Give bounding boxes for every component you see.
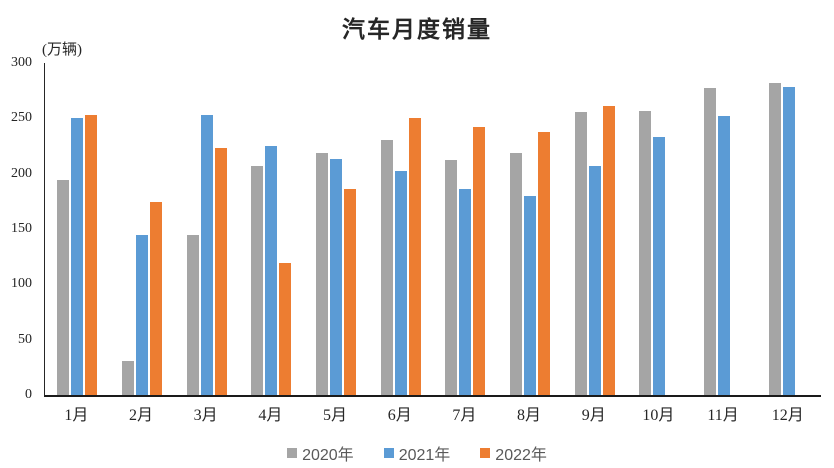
legend-item-label: 2020年 — [302, 447, 354, 464]
x-axis-label-6月: 6月 — [387, 407, 412, 424]
legend: 2020年 2021年 2022年 — [0, 441, 834, 465]
bar-2022年-6月 — [408, 118, 421, 395]
legend-swatch-icon — [480, 448, 491, 458]
y-axis-tick-label: 0 — [25, 387, 32, 402]
y-axis-tick-label: 200 — [11, 165, 32, 181]
bar-2021年-5月 — [330, 159, 343, 395]
bar-2022年-3月 — [214, 148, 227, 395]
bar-group-9月 — [562, 63, 627, 395]
legend-item-2020年: 2020年 — [287, 441, 354, 465]
bar-2021年-3月 — [200, 115, 213, 395]
y-axis-tick-label: 50 — [18, 331, 32, 347]
x-axis-label-2月: 2月 — [129, 407, 154, 424]
bar-2022年-7月 — [473, 127, 486, 395]
bar-2020年-7月 — [445, 160, 458, 395]
bar-2022年-2月 — [150, 202, 162, 395]
y-axis-tick-labels: 0 50 100 150 200 250 300 — [0, 55, 38, 402]
bar-2020年-10月 — [639, 111, 652, 395]
bar-2021年-6月 — [394, 171, 407, 395]
bar-2020年-6月 — [380, 140, 393, 395]
legend-item-label: 2021年 — [398, 447, 451, 464]
y-axis-tick-label: 250 — [11, 110, 32, 126]
legend-item-2022年: 2022年 — [480, 441, 547, 465]
bar-2021年-8月 — [524, 196, 537, 395]
bar-2021年-12月 — [782, 87, 795, 395]
bar-2020年-4月 — [251, 166, 264, 395]
bar-group-12月 — [756, 63, 821, 395]
bar-group-11月 — [692, 63, 757, 395]
bar-2022年-8月 — [538, 132, 551, 395]
bar-group-8月 — [498, 63, 563, 395]
bar-2020年-9月 — [574, 112, 587, 395]
x-axis-labels: 1月 2月 3月 4月 5月 6月 7月 8月 9月 10月 11月 12月 — [44, 401, 820, 425]
bar-2020年-2月 — [122, 361, 134, 395]
legend-swatch-icon — [287, 448, 298, 458]
x-axis-label-8月: 8月 — [517, 407, 542, 424]
bar-2021年-7月 — [459, 189, 472, 395]
x-axis-label-1月: 1月 — [64, 407, 89, 424]
bar-2020年-1月 — [57, 180, 70, 395]
bar-2022年-1月 — [85, 115, 98, 395]
plot-area — [44, 63, 821, 397]
y-axis-tick-label: 150 — [11, 221, 32, 236]
bar-group-10月 — [627, 63, 692, 395]
bar-group-6月 — [368, 63, 433, 395]
bar-2021年-11月 — [718, 116, 731, 395]
y-axis-tick-label: 300 — [11, 55, 32, 70]
bar-2020年-5月 — [316, 153, 329, 395]
x-axis-label-11月: 11月 — [707, 407, 739, 424]
bar-2020年-3月 — [186, 235, 199, 395]
bar-2021年-2月 — [136, 235, 148, 395]
bar-2021年-1月 — [71, 118, 84, 395]
bar-2022年-4月 — [279, 263, 292, 395]
bar-group-5月 — [304, 63, 369, 395]
x-axis-label-5月: 5月 — [323, 407, 348, 424]
x-axis-label-10月: 10月 — [642, 407, 675, 424]
bar-2021年-4月 — [265, 146, 278, 395]
legend-swatch-icon — [383, 448, 394, 458]
x-axis-label-3月: 3月 — [193, 407, 218, 424]
bar-2022年-5月 — [344, 189, 357, 395]
bar-group-7月 — [433, 63, 498, 395]
x-axis-label-12月: 12月 — [771, 407, 804, 424]
x-axis-label-7月: 7月 — [452, 407, 477, 424]
chart-title: 汽车月度销量 — [342, 17, 492, 42]
bar-2020年-8月 — [510, 153, 523, 395]
y-axis-tick-label: 100 — [11, 276, 32, 292]
bar-groups — [45, 63, 821, 395]
bar-2020年-11月 — [704, 88, 717, 395]
bar-group-1月 — [45, 63, 110, 395]
y-axis-unit-label: (万辆) — [42, 42, 82, 58]
bar-2021年-10月 — [653, 137, 666, 395]
bar-2021年-9月 — [588, 166, 601, 395]
bar-2020年-12月 — [768, 83, 781, 395]
bar-group-2月 — [110, 63, 175, 395]
legend-item-label: 2022年 — [495, 447, 547, 464]
legend-item-2021年: 2021年 — [383, 441, 451, 465]
bar-2022年-9月 — [602, 106, 615, 395]
x-axis-label-9月: 9月 — [581, 407, 606, 424]
bar-group-4月 — [239, 63, 304, 395]
x-axis-label-4月: 4月 — [258, 407, 283, 424]
bar-group-3月 — [174, 63, 239, 395]
